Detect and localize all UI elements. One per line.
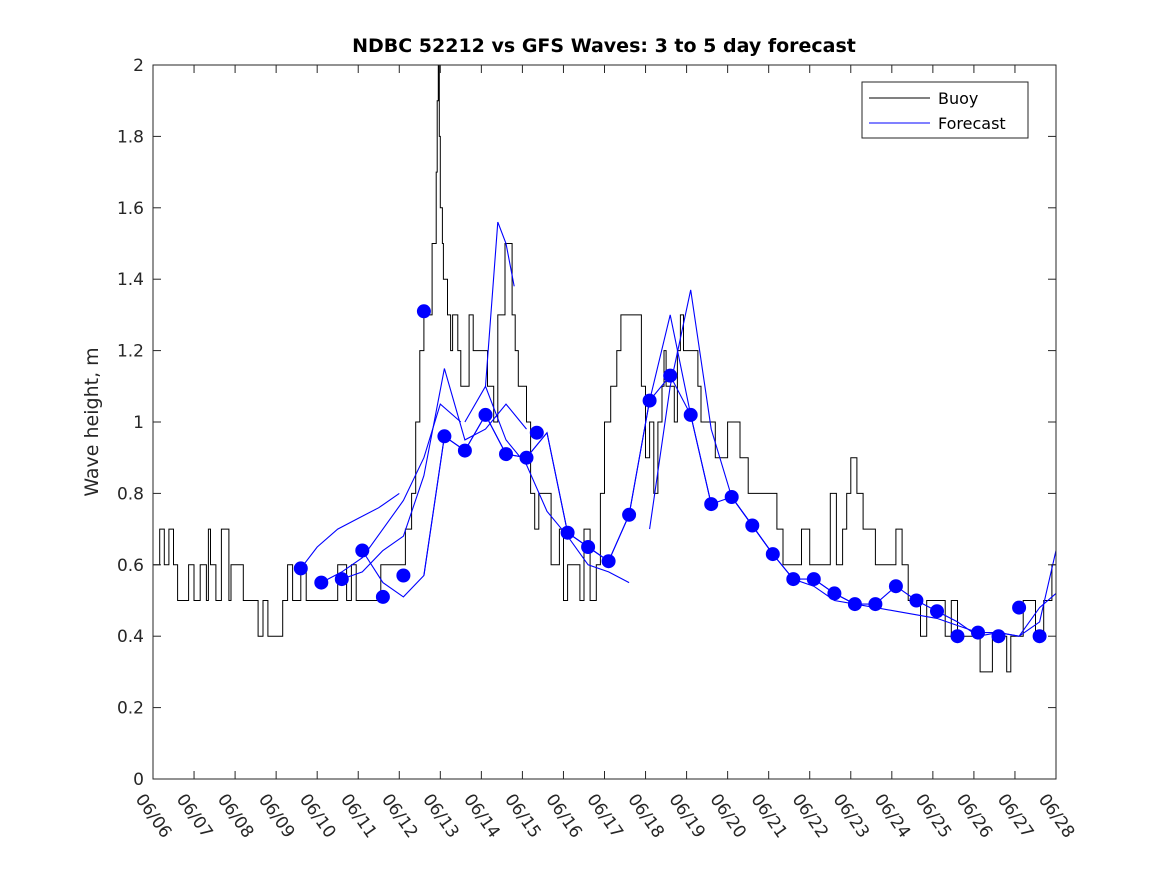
y-tick-label: 0 [133,770,144,790]
y-tick-label: 0.8 [117,484,144,504]
forecast-point [827,586,842,601]
forecast-point [622,507,637,522]
y-axis-label: Wave height, m [81,347,103,496]
forecast-point [868,597,883,612]
forecast-point [642,393,657,408]
forecast-point [437,429,452,444]
forecast-point [724,490,739,504]
forecast-point [355,543,370,558]
forecast-run-line [464,385,630,584]
y-tick-label: 1.2 [117,342,144,362]
legend-buoy-label: Buoy [938,89,978,108]
forecast-markers [293,304,1047,644]
forecast-point [601,554,616,569]
chart-title: NDBC 52212 vs GFS Waves: 3 to 5 day fore… [352,35,856,57]
forecast-point [499,447,513,462]
y-tick-label: 0.4 [117,627,144,647]
y-tick-label: 0.6 [117,556,144,576]
buoy-line [153,64,1056,673]
forecast-point [416,304,431,319]
forecast-point [293,561,308,576]
legend-box [861,81,1029,139]
forecast-point [519,450,534,465]
forecast-point [529,425,544,440]
forecast-point [396,568,411,583]
forecast-point [581,540,596,554]
y-tick-label: 1.6 [117,199,144,219]
forecast-run-line [341,368,527,580]
forecast-point [806,572,821,587]
forecast-point [1012,600,1027,615]
forecast-point [971,625,985,640]
y-tick-label: 0.2 [117,699,144,719]
forecast-point [560,525,575,540]
forecast-point [765,547,780,562]
forecast-point [663,368,678,383]
forecast-point [1032,629,1047,644]
forecast-point [375,589,390,604]
forecast-run-line [300,492,400,569]
forecast-point [909,593,924,608]
legend: Buoy Forecast [861,81,1029,139]
forecast-point [930,604,944,619]
forecast-point [334,572,349,587]
forecast-point [478,407,493,422]
y-tick-label: 1.8 [117,127,144,147]
forecast-point [786,572,801,587]
y-axis-ticks: 0 0.2 0.4 0.6 0.8 1 1.2 1.4 1.6 1.8 2 [117,56,1056,790]
forecast-point [888,579,903,594]
forecast-point [457,443,472,458]
forecast-run-line [484,221,515,387]
forecast-point [683,407,698,422]
forecast-point [847,597,862,612]
y-tick-label: 2 [133,56,144,76]
forecast-point [950,629,965,644]
forecast-point [314,575,329,590]
y-tick-label: 1 [133,413,144,433]
forecast-point [704,497,719,512]
buoy-series [153,64,1056,673]
forecast-point [991,629,1006,644]
forecast-run-line [321,403,462,584]
legend-forecast-label: Forecast [938,114,1006,133]
forecast-point [745,518,760,533]
y-tick-label: 1.4 [117,270,144,290]
